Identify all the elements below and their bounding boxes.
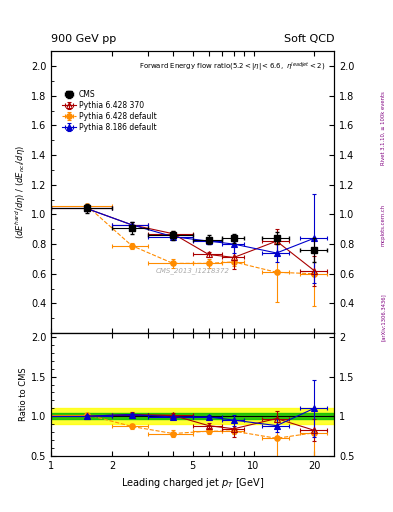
Text: Forward Energy flow ratio$(5.2 < |\eta| < 6.6,\ \eta^{leadjet} < 2)$: Forward Energy flow ratio$(5.2 < |\eta| … [140, 60, 325, 73]
Text: Rivet 3.1.10, ≥ 100k events: Rivet 3.1.10, ≥ 100k events [381, 91, 386, 165]
X-axis label: Leading charged jet $p_T$ [GeV]: Leading charged jet $p_T$ [GeV] [121, 476, 264, 490]
Text: CMS_2013_I1218372: CMS_2013_I1218372 [156, 268, 230, 274]
Bar [51, 413, 334, 419]
Y-axis label: Ratio to CMS: Ratio to CMS [19, 368, 28, 421]
Bar [51, 408, 334, 424]
Text: Soft QCD: Soft QCD [284, 33, 334, 44]
Y-axis label: $(dE^{hard}/d\eta)\ /\ (dE_{ncl}/d\eta)$: $(dE^{hard}/d\eta)\ /\ (dE_{ncl}/d\eta)$ [14, 145, 28, 239]
Text: mcplots.cern.ch: mcplots.cern.ch [381, 204, 386, 246]
Text: 900 GeV pp: 900 GeV pp [51, 33, 116, 44]
Text: [arXiv:1306.3436]: [arXiv:1306.3436] [381, 293, 386, 342]
Legend: CMS, Pythia 6.428 370, Pythia 6.428 default, Pythia 8.186 default: CMS, Pythia 6.428 370, Pythia 6.428 defa… [61, 89, 158, 134]
